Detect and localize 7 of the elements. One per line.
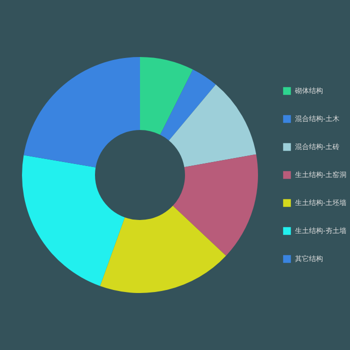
donut-slice [160, 70, 216, 141]
donut-slice [22, 155, 125, 286]
donut-slice [24, 57, 140, 168]
donut-slice [168, 84, 256, 168]
donut-slice [140, 57, 193, 135]
donut-slice [100, 206, 226, 293]
donut-slice [172, 154, 258, 256]
